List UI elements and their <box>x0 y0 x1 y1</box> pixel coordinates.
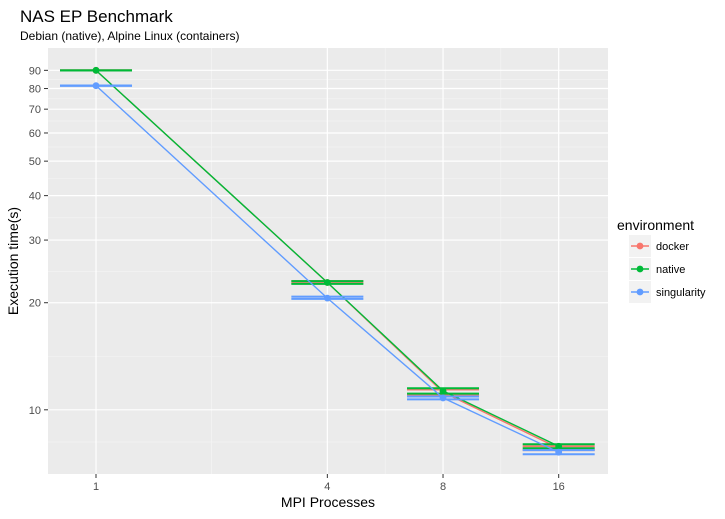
y-tick-label: 30 <box>29 235 41 247</box>
grid-layer <box>48 48 608 474</box>
chart-title: NAS EP Benchmark <box>20 7 173 26</box>
x-tick-label: 8 <box>440 481 446 493</box>
y-tick-label: 60 <box>29 128 41 140</box>
plot-panel <box>48 48 608 474</box>
data-point-singularity <box>555 448 563 456</box>
data-point-singularity <box>439 394 447 402</box>
legend-items: docker native singularity <box>629 235 706 303</box>
series-line-singularity <box>95 85 559 453</box>
legend-item-singularity: singularity <box>629 281 706 303</box>
y-tick-label: 10 <box>29 405 41 417</box>
data-point-singularity <box>92 82 100 90</box>
data-point-singularity <box>323 294 331 302</box>
y-tick-label: 70 <box>29 104 41 116</box>
data-point-native <box>323 279 331 286</box>
series-singularity <box>60 82 595 456</box>
y-tick-label: 50 <box>29 156 41 168</box>
legend-item-docker: docker <box>629 235 689 257</box>
x-tick-label: 4 <box>324 481 330 493</box>
legend-key-point <box>636 265 644 273</box>
x-axis-label: MPI Processes <box>281 494 375 510</box>
legend-item-native: native <box>629 258 685 280</box>
data-point-native <box>555 442 563 450</box>
legend-label-docker: docker <box>656 241 689 253</box>
series-line-native <box>95 69 559 447</box>
legend-label-native: native <box>656 264 685 276</box>
legend-label-singularity: singularity <box>656 287 706 299</box>
y-axis-label: Execution time(s) <box>5 207 21 315</box>
series-layer <box>60 66 595 456</box>
y-tick-label: 40 <box>29 191 41 203</box>
x-tick-label: 16 <box>553 481 565 493</box>
x-tick-label: 1 <box>93 481 99 493</box>
y-tick-label: 90 <box>29 65 41 77</box>
data-point-native <box>439 387 447 395</box>
y-tick-label: 80 <box>29 84 41 96</box>
legend-key-point <box>636 288 644 296</box>
data-point-native <box>92 66 100 74</box>
y-tick-label: 20 <box>29 298 41 310</box>
legend-title: environment <box>617 217 694 233</box>
legend: environment docker native singularity <box>617 217 706 303</box>
legend-key-point <box>636 242 644 250</box>
series-native <box>60 66 595 450</box>
axis-layer: 10 20 30 40 50 60 70 80 90 1 4 8 16 <box>29 65 565 493</box>
chart-subtitle: Debian (native), Alpine Linux (container… <box>20 29 239 43</box>
